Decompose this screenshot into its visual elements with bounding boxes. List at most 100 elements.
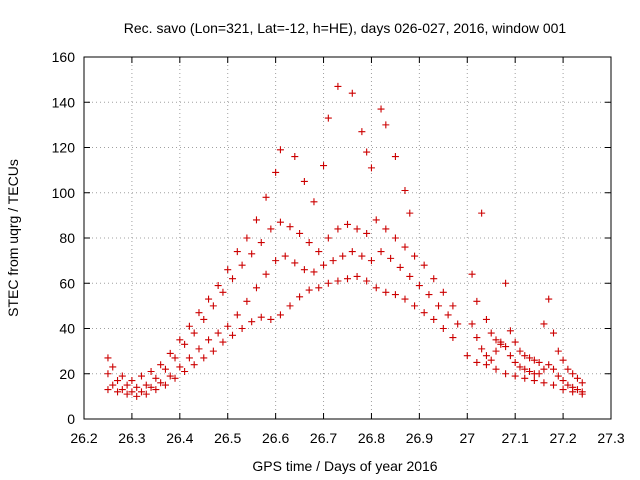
data-point — [185, 322, 193, 330]
data-point — [439, 288, 447, 296]
data-point — [128, 377, 136, 385]
data-point — [305, 286, 313, 294]
data-point — [473, 334, 481, 342]
data-point — [511, 358, 519, 366]
data-point — [310, 198, 318, 206]
data-point — [506, 327, 514, 335]
data-point — [161, 381, 169, 389]
data-point — [344, 220, 351, 228]
y-tick-label: 100 — [52, 185, 76, 201]
data-point — [545, 295, 553, 303]
data-point — [238, 325, 246, 332]
data-point — [195, 345, 203, 353]
data-point — [233, 311, 241, 319]
data-point — [276, 218, 284, 226]
data-point — [339, 252, 347, 260]
data-point — [233, 248, 241, 256]
x-tick-label: 26.5 — [214, 430, 241, 446]
data-point — [506, 352, 514, 360]
data-point — [358, 128, 366, 136]
data-point — [391, 234, 399, 242]
data-point — [502, 279, 510, 287]
x-tick-label: 26.9 — [406, 430, 433, 446]
data-point — [315, 284, 323, 292]
data-point — [573, 386, 581, 394]
data-point — [569, 370, 577, 378]
data-point — [353, 225, 361, 233]
data-point — [411, 302, 419, 310]
data-point — [104, 386, 112, 394]
x-tick-label: 27.3 — [597, 430, 624, 446]
data-point — [578, 390, 586, 398]
data-point — [300, 177, 308, 185]
data-point — [296, 229, 304, 237]
data-point — [329, 257, 337, 265]
data-point — [559, 386, 567, 394]
data-point — [550, 365, 558, 373]
data-point — [401, 243, 409, 251]
data-point — [166, 372, 174, 380]
data-point — [257, 313, 265, 321]
x-tick-label: 26.7 — [310, 430, 337, 446]
data-point — [176, 363, 184, 371]
grid — [84, 57, 611, 419]
data-point — [540, 365, 548, 373]
y-tick-label: 60 — [59, 275, 75, 291]
data-point — [147, 383, 155, 391]
data-point — [209, 302, 217, 310]
data-point — [142, 381, 150, 389]
data-point — [114, 388, 122, 396]
y-tick-label: 120 — [52, 140, 76, 156]
data-point — [133, 392, 141, 400]
data-point — [344, 275, 351, 283]
data-point — [104, 354, 112, 362]
data-point — [492, 336, 500, 344]
data-point — [516, 363, 524, 371]
data-point — [511, 372, 519, 380]
axis-ticks: 26.2 26.3 26.4 26.5 26.6 26.7 26.8 26.9 27 27.1 27… — [52, 49, 625, 446]
data-point — [420, 261, 428, 269]
data-point — [468, 320, 476, 328]
data-point — [161, 365, 169, 373]
data-point — [109, 363, 117, 371]
data-point — [147, 367, 155, 375]
data-point — [348, 248, 356, 256]
data-point — [205, 295, 213, 303]
data-point — [257, 239, 265, 247]
data-points — [104, 82, 586, 400]
data-point — [320, 261, 328, 269]
data-point — [478, 345, 486, 353]
data-point — [382, 225, 390, 233]
data-point — [530, 377, 538, 385]
data-point — [363, 229, 371, 237]
data-point — [209, 347, 217, 355]
data-point — [243, 234, 251, 242]
data-point — [320, 162, 328, 170]
data-point — [305, 239, 313, 247]
data-point — [267, 315, 275, 323]
data-point — [478, 209, 486, 217]
data-point — [578, 379, 586, 387]
data-point — [243, 297, 251, 305]
data-point — [463, 352, 471, 360]
data-point — [262, 193, 270, 201]
data-point — [190, 329, 198, 337]
data-point — [406, 209, 414, 217]
data-point — [559, 356, 567, 364]
data-point — [573, 374, 581, 382]
data-point — [487, 356, 495, 364]
data-point — [200, 354, 208, 362]
data-point — [502, 343, 510, 351]
data-point — [521, 365, 529, 373]
data-point — [181, 340, 189, 348]
data-point — [516, 347, 524, 355]
data-point — [248, 250, 256, 258]
data-point — [535, 358, 543, 366]
data-point — [171, 374, 179, 382]
x-tick-label: 27.2 — [549, 430, 576, 446]
data-point — [468, 270, 476, 278]
data-point — [157, 361, 165, 369]
data-point — [324, 279, 332, 287]
data-point — [511, 338, 519, 346]
data-point — [372, 284, 380, 292]
